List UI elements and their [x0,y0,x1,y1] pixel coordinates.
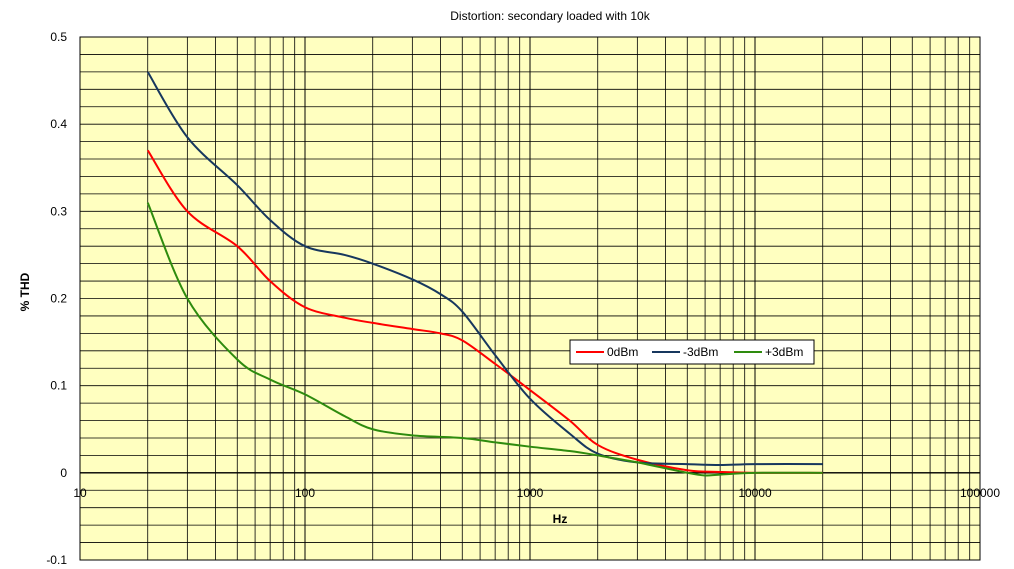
y-tick-label: 0.5 [50,30,67,44]
chart-title: Distortion: secondary loaded with 10k [450,9,650,23]
series-line-3dbm [146,202,823,477]
series-line-3dbm [146,71,823,466]
x-tick-label: 1000 [517,486,544,500]
y-tick-label: 0.2 [50,292,67,306]
legend-label-3dbm: -3dBm [683,345,718,359]
x-tick-label: 10000 [738,486,772,500]
y-tick-label: 0.4 [50,117,67,131]
x-axis-ticks: 10 100 1000 10000 100000 [73,486,1000,500]
series-line-0dbm [146,149,823,474]
y-tick-label: 0.3 [50,204,67,218]
legend-label-0dbm: 0dBm [607,345,638,359]
y-tick-label: -0.1 [46,553,67,567]
x-tick-label: 100 [295,486,315,500]
y-axis-title: % THD [18,272,32,311]
legend-label-3dbm: +3dBm [765,345,803,359]
y-tick-label: 0 [60,466,67,480]
legend-items: 0dBm -3dBm +3dBm [576,345,803,359]
x-tick-label: 100000 [960,486,1000,500]
x-axis-title: Hz [553,512,568,526]
x-tick-label: 10 [73,486,87,500]
series-layer [146,71,823,477]
legend: 0dBm -3dBm +3dBm [569,339,815,365]
y-axis-ticks: -0.1 0 0.1 0.2 0.3 0.4 0.5 [46,30,67,567]
legend-box [569,339,815,365]
y-tick-label: 0.1 [50,379,67,393]
